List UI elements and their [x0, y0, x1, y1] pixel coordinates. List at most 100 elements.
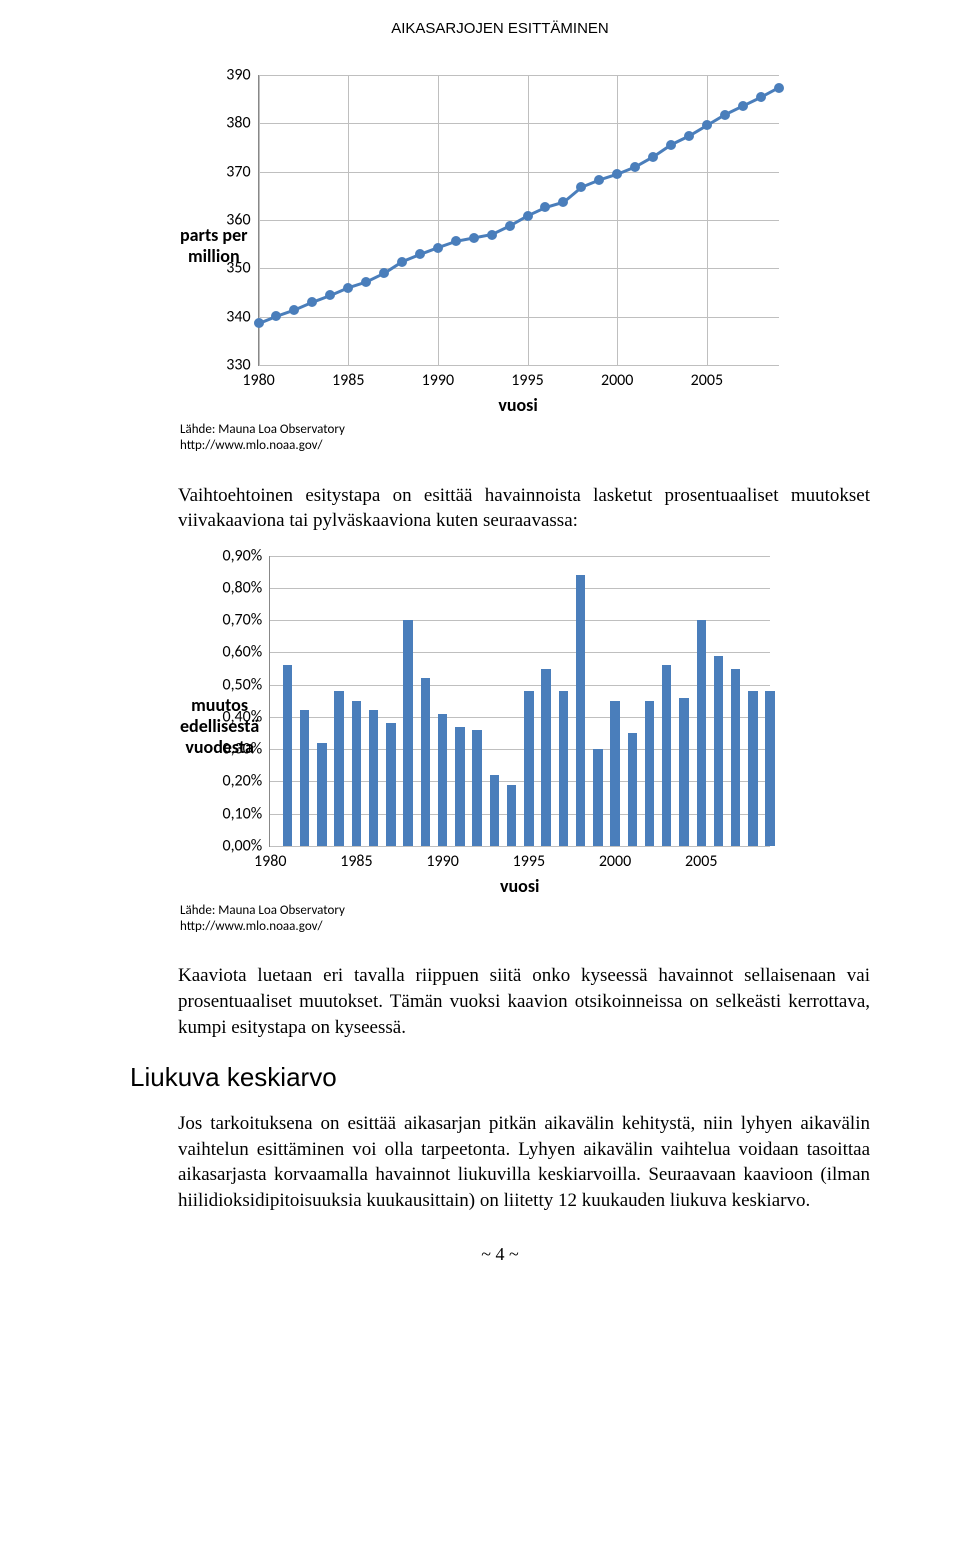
y-tick-label: 0,20%	[222, 772, 270, 791]
bar	[334, 691, 343, 846]
bar	[645, 701, 654, 846]
bar	[369, 710, 378, 845]
data-point	[630, 162, 640, 172]
bar	[541, 669, 550, 846]
data-point	[361, 277, 371, 287]
data-point	[540, 202, 550, 212]
paragraph: Kaaviota luetaan eri tavalla riippuen si…	[178, 963, 870, 1040]
bar	[697, 620, 706, 846]
x-tick-label: 1985	[332, 365, 364, 390]
x-tick-label: 2005	[691, 365, 723, 390]
data-point	[307, 297, 317, 307]
source-line: Lähde: Mauna Loa Observatory	[180, 903, 345, 918]
y-tick-label: 0,50%	[222, 675, 270, 694]
data-point	[325, 290, 335, 300]
y-tick-label: 0,10%	[222, 804, 270, 823]
source-line: Lähde: Mauna Loa Observatory	[180, 422, 345, 437]
x-tick-label: 1995	[511, 365, 543, 390]
grid-line	[270, 814, 770, 815]
grid-line	[270, 749, 770, 750]
bar	[386, 723, 395, 845]
grid-line	[270, 781, 770, 782]
data-point	[684, 131, 694, 141]
y-tick-label: 0,70%	[222, 611, 270, 630]
page-number: ~ 4 ~	[130, 1244, 870, 1265]
data-point	[720, 110, 730, 120]
x-tick-label: 2000	[601, 365, 633, 390]
grid-line	[270, 717, 770, 718]
x-tick-label: 1995	[513, 846, 545, 871]
bar	[472, 730, 481, 846]
data-point	[343, 283, 353, 293]
grid-line	[270, 652, 770, 653]
line-chart: parts per million 3303403503603703803901…	[180, 75, 870, 455]
line-chart-x-title: vuosi	[258, 394, 779, 416]
bar	[403, 620, 412, 846]
bar	[610, 701, 619, 846]
line-chart-source: Lähde: Mauna Loa Observatory http://www.…	[180, 422, 870, 455]
x-tick-label: 1985	[340, 846, 372, 871]
data-point	[397, 257, 407, 267]
bar-chart-x-title: vuosi	[269, 875, 770, 897]
bar	[283, 665, 292, 845]
bar	[507, 785, 516, 846]
bar-chart-plot: 0,00%0,10%0,20%0,30%0,40%0,50%0,60%0,70%…	[269, 556, 770, 847]
data-point	[271, 311, 281, 321]
bar	[628, 733, 637, 846]
bar	[300, 710, 309, 845]
bar	[490, 775, 499, 846]
y-tick-label: 360	[226, 211, 258, 230]
source-line: http://www.mlo.noaa.gov/	[180, 438, 323, 453]
bar	[714, 656, 723, 846]
bar	[576, 575, 585, 846]
bar	[524, 691, 533, 846]
data-point	[612, 169, 622, 179]
bar-chart: muutos edellisestä vuodesta 0,00%0,10%0,…	[180, 556, 870, 936]
grid-line	[270, 620, 770, 621]
data-point	[648, 152, 658, 162]
data-point	[451, 236, 461, 246]
section-title: Liukuva keskiarvo	[130, 1062, 870, 1093]
bar	[748, 691, 757, 846]
y-tick-label: 370	[226, 162, 258, 181]
bar	[662, 665, 671, 845]
bar	[765, 691, 774, 846]
bar	[421, 678, 430, 846]
data-point	[379, 268, 389, 278]
paragraph: Vaihtoehtoinen esitystapa on esittää hav…	[178, 483, 870, 534]
bar	[559, 691, 568, 846]
x-tick-label: 1980	[254, 846, 286, 871]
data-point	[505, 221, 515, 231]
x-tick-label: 2005	[685, 846, 717, 871]
grid-line	[270, 556, 770, 557]
paragraph: Jos tarkoituksena on esittää aikasarjan …	[178, 1111, 870, 1214]
data-point	[774, 83, 784, 93]
source-line: http://www.mlo.noaa.gov/	[180, 919, 323, 934]
grid-line	[270, 588, 770, 589]
bar	[455, 727, 464, 846]
data-point	[756, 92, 766, 102]
bar	[317, 743, 326, 846]
y-tick-label: 0,80%	[222, 579, 270, 598]
data-point	[594, 175, 604, 185]
bar	[731, 669, 740, 846]
data-point	[487, 230, 497, 240]
data-point	[576, 182, 586, 192]
bar-chart-source: Lähde: Mauna Loa Observatory http://www.…	[180, 903, 870, 936]
data-point	[254, 318, 264, 328]
data-point	[289, 305, 299, 315]
bar	[679, 698, 688, 846]
data-point	[433, 243, 443, 253]
data-point	[702, 120, 712, 130]
y-tick-label: 0,30%	[222, 740, 270, 759]
bar	[438, 714, 447, 846]
y-tick-label: 390	[226, 66, 258, 85]
data-point	[738, 101, 748, 111]
line-chart-plot: 3303403503603703803901980198519901995200…	[258, 75, 779, 366]
y-tick-label: 0,60%	[222, 643, 270, 662]
x-tick-label: 1990	[426, 846, 458, 871]
data-point	[666, 140, 676, 150]
bar	[352, 701, 361, 846]
grid-line	[270, 685, 770, 686]
data-point	[558, 197, 568, 207]
